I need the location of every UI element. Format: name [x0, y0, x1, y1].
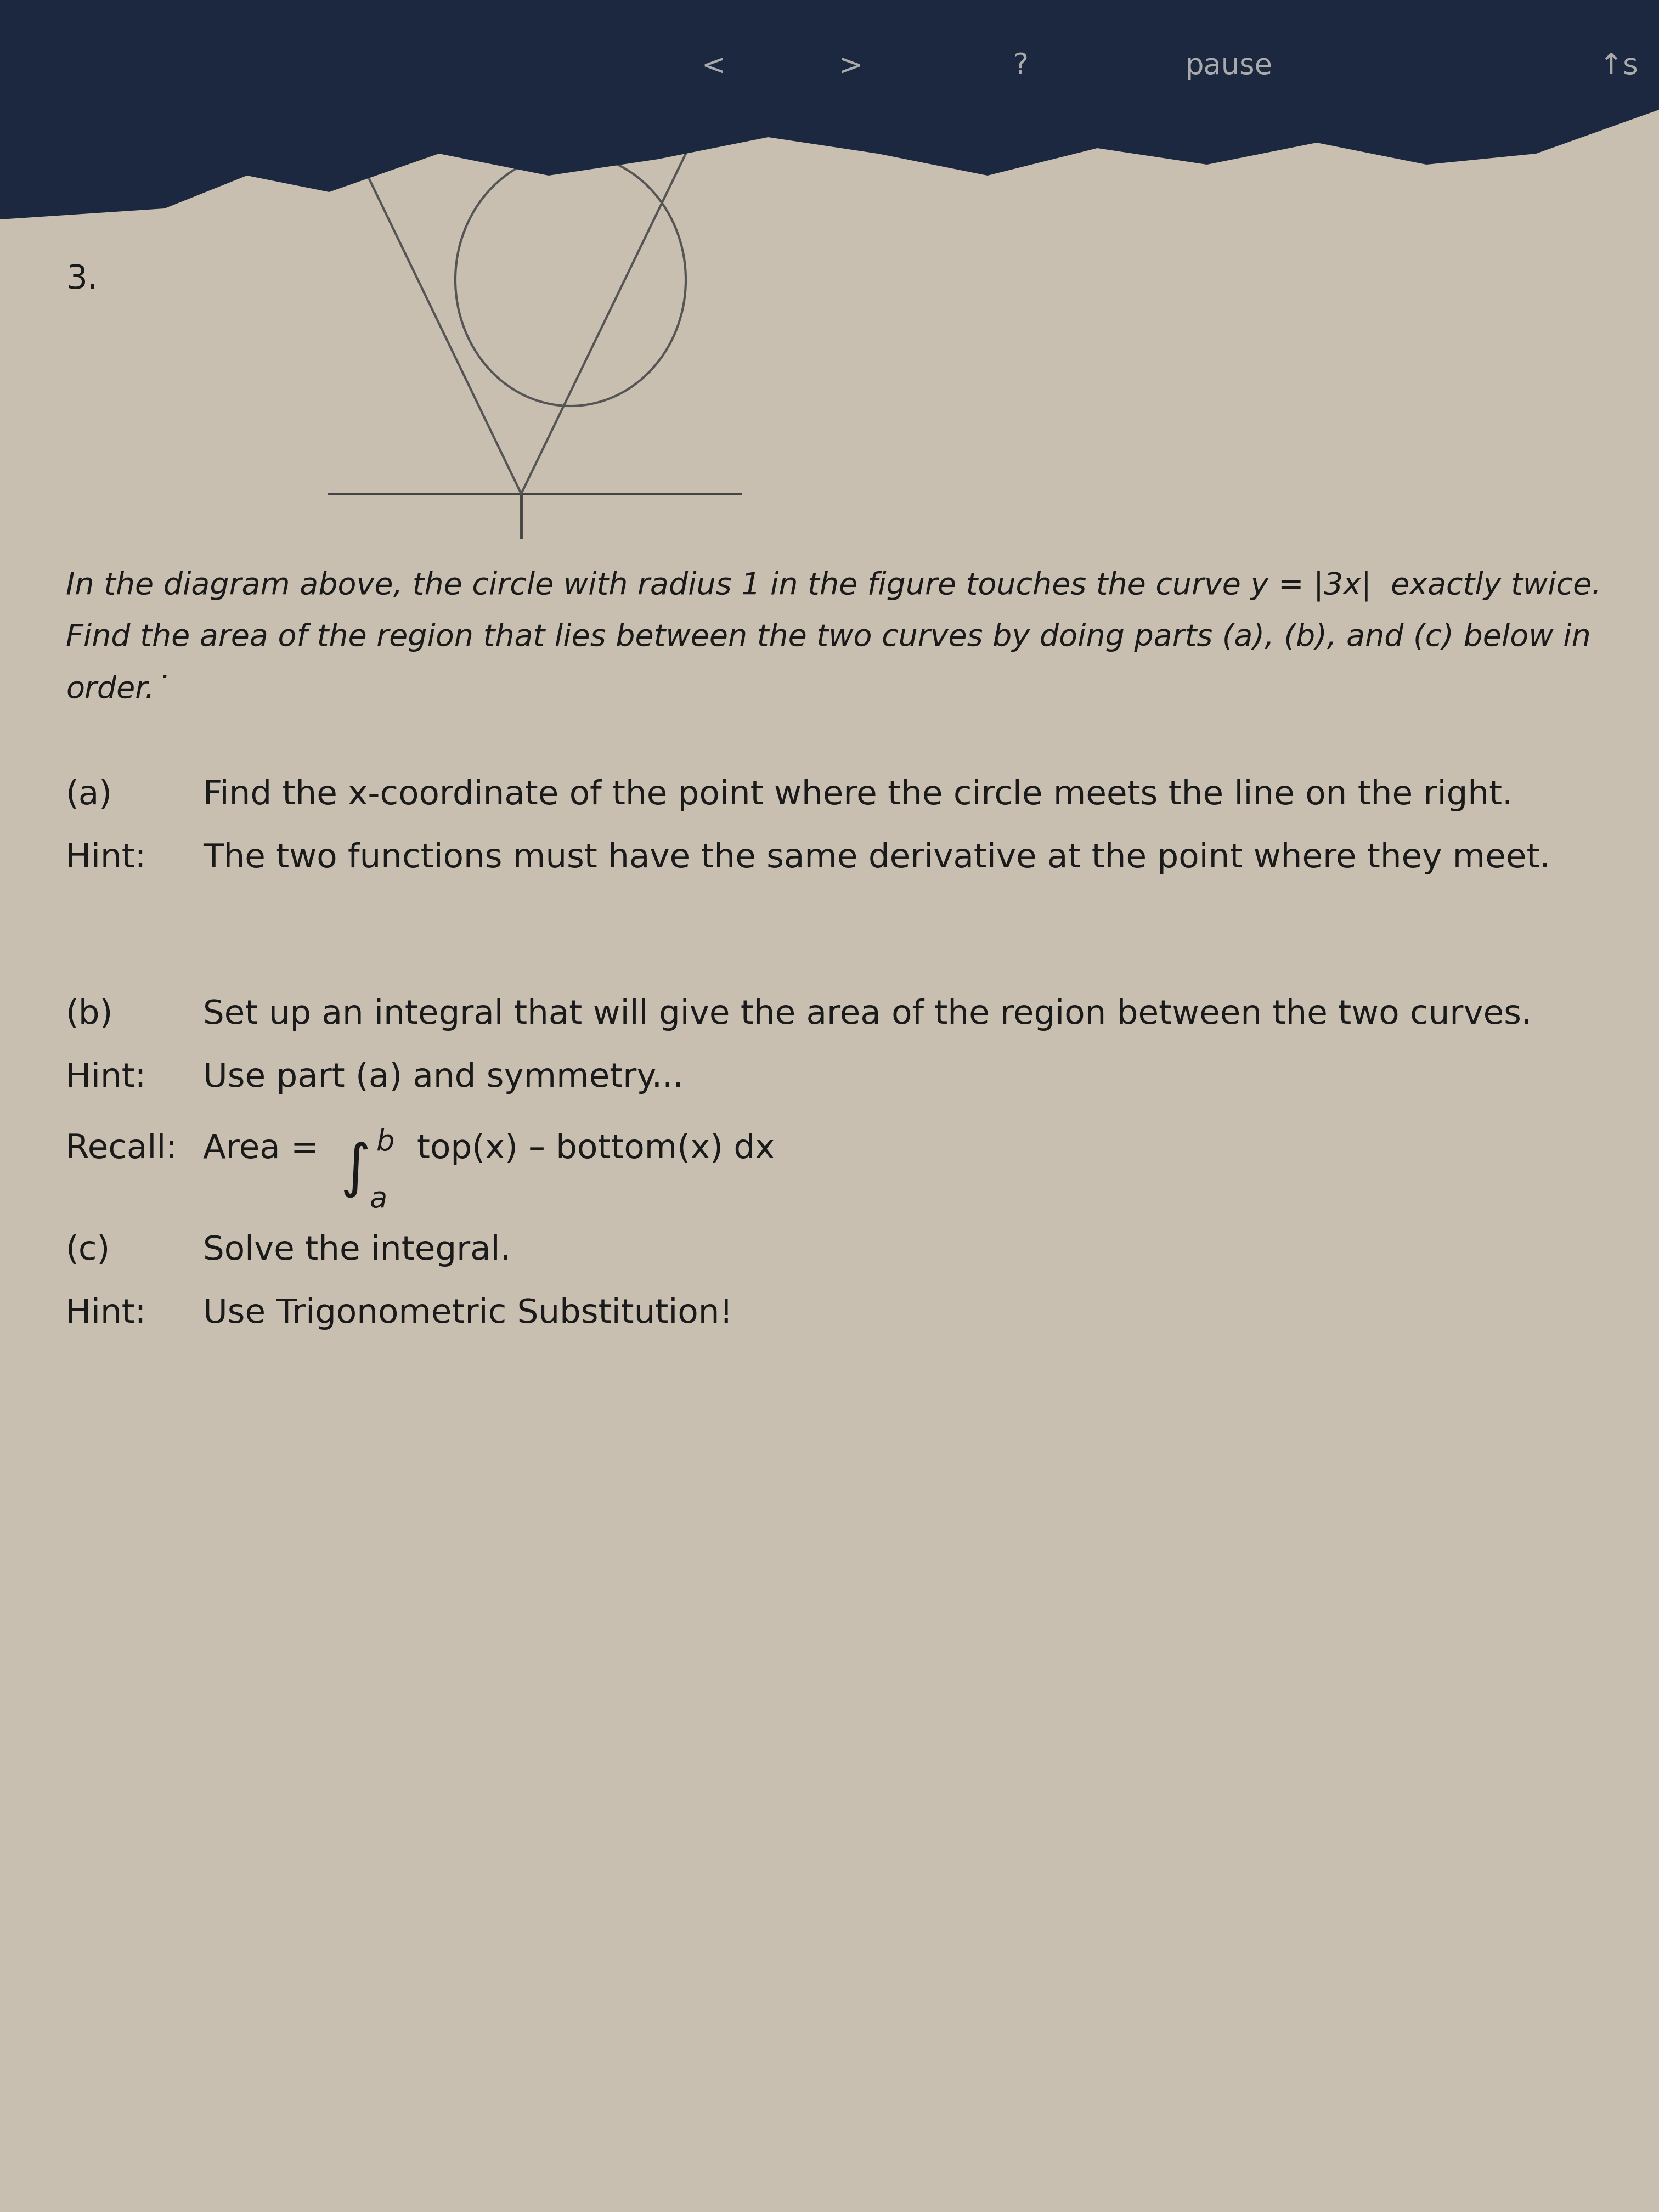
Text: pause: pause [1130, 42, 1193, 62]
Text: In the diagram above, the circle with radius 1 in the figure touches the curve y: In the diagram above, the circle with ra… [66, 571, 1601, 602]
Text: <: < [702, 51, 725, 80]
Text: Hint:: Hint: [66, 1062, 146, 1095]
Text: Hint:: Hint: [66, 1298, 146, 1329]
Text: Set up an integral that will give the area of the region between the two curves.: Set up an integral that will give the ar… [202, 998, 1531, 1031]
Text: ↑s: ↑s [1599, 51, 1637, 80]
Text: (c): (c) [66, 1234, 111, 1267]
Text: (b): (b) [66, 998, 113, 1031]
Text: top(x) – bottom(x) dx: top(x) – bottom(x) dx [416, 1133, 775, 1166]
Text: Find the area of the region that lies between the two curves by doing parts (a),: Find the area of the region that lies be… [66, 622, 1591, 653]
Text: Solve the integral.: Solve the integral. [202, 1234, 511, 1267]
Text: Area =: Area = [202, 1133, 330, 1166]
Text: ↑s: ↑s [1561, 42, 1591, 62]
Text: >: > [838, 51, 863, 80]
Text: pause: pause [1185, 51, 1272, 80]
Text: Use Trigonometric Substitution!: Use Trigonometric Substitution! [202, 1298, 733, 1329]
Text: <: < [705, 42, 722, 62]
Text: 3.: 3. [66, 263, 98, 296]
Text: >: > [805, 42, 821, 62]
Text: The two functions must have the same derivative at the point where they meet.: The two functions must have the same der… [202, 843, 1550, 874]
Text: Hint:: Hint: [66, 843, 146, 874]
Text: Recall:: Recall: [66, 1133, 178, 1166]
Text: ?: ? [957, 42, 967, 62]
Text: $\int_a^b$: $\int_a^b$ [340, 1128, 393, 1210]
Text: Find the x-coordinate of the point where the circle meets the line on the right.: Find the x-coordinate of the point where… [202, 779, 1513, 812]
Text: ?: ? [1012, 51, 1029, 80]
PathPatch shape [0, 0, 1659, 219]
Text: order.˙: order.˙ [66, 675, 169, 703]
Text: (a): (a) [66, 779, 113, 812]
Text: Use part (a) and symmetry...: Use part (a) and symmetry... [202, 1062, 684, 1095]
